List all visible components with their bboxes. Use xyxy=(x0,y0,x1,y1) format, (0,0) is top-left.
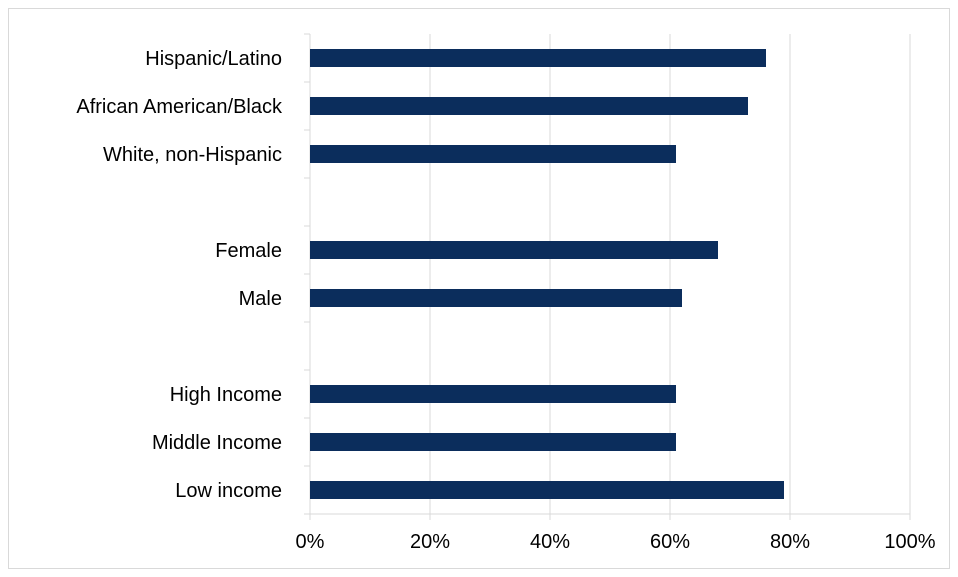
bar xyxy=(310,289,682,307)
bar xyxy=(310,433,676,451)
bar xyxy=(310,97,748,115)
x-tick-label: 60% xyxy=(650,531,690,553)
category-label: Low income xyxy=(175,480,282,502)
bar xyxy=(310,49,766,67)
bar xyxy=(310,241,718,259)
bar xyxy=(310,145,676,163)
category-label: Middle Income xyxy=(152,432,282,454)
category-label: White, non-Hispanic xyxy=(103,144,282,166)
labels: 0% 20% 40% 60% 80% 100% Hispanic/Latino African… xyxy=(76,48,935,553)
category-label: Hispanic/Latino xyxy=(145,48,282,70)
category-label: Male xyxy=(239,288,282,310)
x-tick-label: 0% xyxy=(296,531,325,553)
x-tick-label: 40% xyxy=(530,531,570,553)
x-tick-label: 20% xyxy=(410,531,450,553)
category-label: Female xyxy=(215,240,282,262)
bar xyxy=(310,385,676,403)
x-tick-label: 100% xyxy=(884,531,935,553)
category-label: African American/Black xyxy=(76,96,283,118)
bar xyxy=(310,481,784,499)
bars xyxy=(310,49,784,499)
x-tick-label: 80% xyxy=(770,531,810,553)
category-label: High Income xyxy=(170,384,282,406)
